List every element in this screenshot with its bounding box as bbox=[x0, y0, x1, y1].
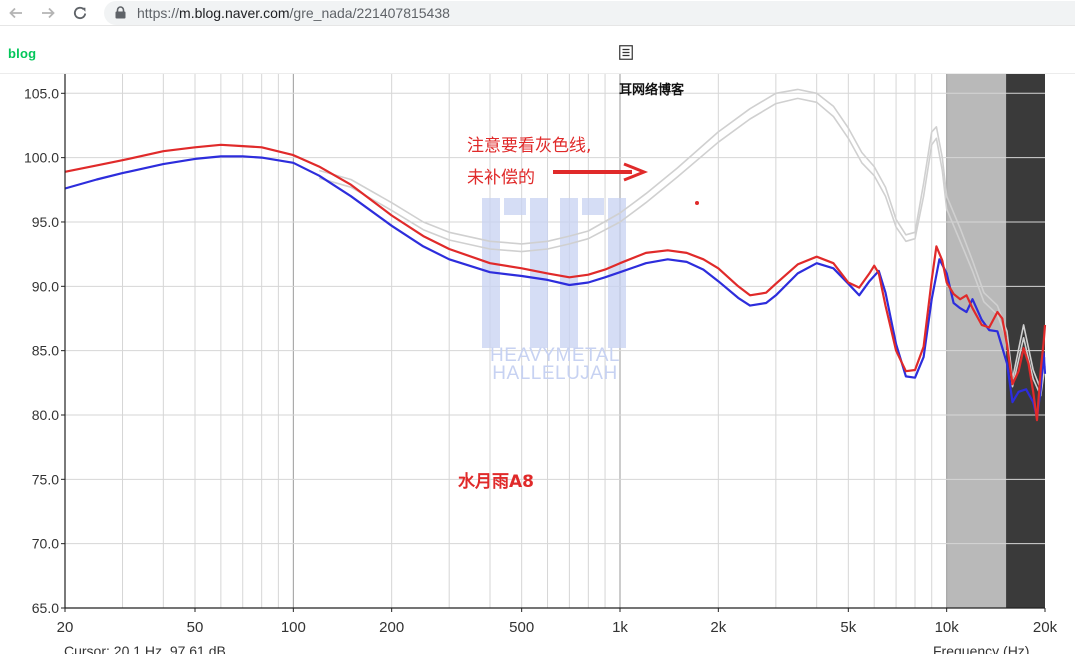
y-tick-label: 80.0 bbox=[32, 407, 59, 423]
watermark-line1: HEAVYMETAL bbox=[490, 345, 620, 366]
x-tick-label: 100 bbox=[281, 619, 306, 636]
lock-icon[interactable] bbox=[115, 6, 126, 24]
y-tick-label: 95.0 bbox=[32, 214, 59, 230]
x-tick-label: 2k bbox=[710, 619, 726, 636]
url-path: /gre_nada/221407815438 bbox=[289, 5, 450, 21]
watermark-line2: HALLELUJAH bbox=[492, 363, 617, 384]
post-list-icon[interactable] bbox=[619, 45, 633, 65]
y-tick-label: 100.0 bbox=[24, 150, 59, 166]
product-label: 水月雨A8 bbox=[458, 471, 534, 492]
red-series-line bbox=[64, 143, 1047, 422]
reload-icon[interactable] bbox=[70, 3, 90, 23]
url-prefix: https:// bbox=[137, 5, 180, 21]
address-bar[interactable]: https://m.blog.naver.com/gre_nada/221407… bbox=[104, 1, 1075, 25]
blue-series-line bbox=[64, 155, 1047, 419]
y-tick-label: 85.0 bbox=[32, 343, 59, 359]
y-tick-label: 105.0 bbox=[24, 85, 59, 101]
shaded-band-2 bbox=[1006, 74, 1045, 608]
x-tick-label: 5k bbox=[840, 619, 856, 636]
forward-arrow-icon[interactable] bbox=[38, 3, 58, 23]
cursor-readout: Cursor: 20.1 Hz, 97.61 dB bbox=[64, 643, 226, 654]
gray-raw-line-1 bbox=[318, 88, 1046, 391]
browser-toolbar: https://m.blog.naver.com/gre_nada/221407… bbox=[0, 0, 1075, 26]
y-tick-label: 90.0 bbox=[32, 278, 59, 294]
x-tick-label: 10k bbox=[935, 619, 960, 636]
gray-raw-line-2 bbox=[318, 97, 1046, 397]
blog-logo[interactable]: blog bbox=[8, 46, 37, 61]
y-tick-label: 70.0 bbox=[32, 536, 59, 552]
x-tick-label: 200 bbox=[379, 619, 404, 636]
url-host: m.blog.naver.com bbox=[179, 5, 290, 21]
source-caption: 耳网络博客 bbox=[619, 82, 685, 98]
y-tick-label: 65.0 bbox=[32, 600, 59, 616]
frequency-response-graph: HEAVYMETAL HALLELUJAH 105.0 100.0 95.0 90.0… bbox=[0, 74, 1075, 654]
x-tick-label: 1k bbox=[612, 619, 628, 636]
x-tick-label: 500 bbox=[509, 619, 534, 636]
y-tick-label: 75.0 bbox=[32, 471, 59, 487]
back-arrow-icon[interactable] bbox=[6, 3, 26, 23]
x-axis-label: Frequency (Hz) bbox=[933, 643, 1029, 654]
shaded-band-1 bbox=[946, 74, 1007, 608]
url-text[interactable]: https://m.blog.naver.com/gre_nada/221407… bbox=[137, 5, 450, 21]
annotation-line2: 未补偿的 bbox=[467, 168, 535, 188]
blog-header: blog bbox=[0, 27, 1075, 74]
annotation-arrow bbox=[553, 162, 649, 182]
x-tick-label: 20 bbox=[57, 619, 74, 636]
annotation-line1: 注意要看灰色线, bbox=[467, 136, 591, 156]
annotation-dot bbox=[695, 201, 699, 205]
x-tick-label: 50 bbox=[187, 619, 204, 636]
x-tick-label: 20k bbox=[1033, 619, 1058, 636]
